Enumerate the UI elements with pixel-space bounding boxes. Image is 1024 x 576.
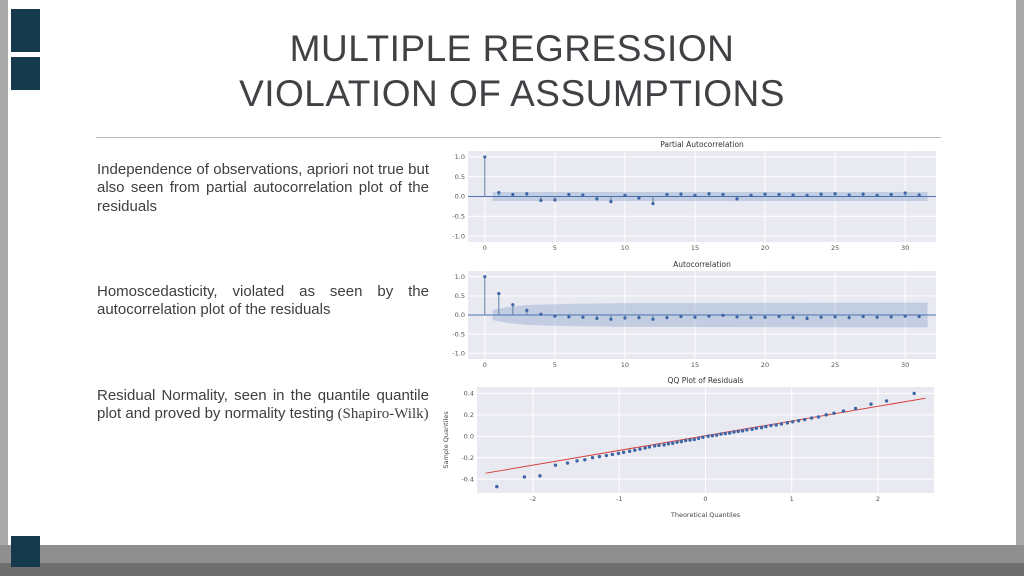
accent-square-top-upper: [11, 9, 40, 52]
svg-text:Theoretical Quantiles: Theoretical Quantiles: [670, 511, 741, 519]
svg-text:5: 5: [553, 244, 557, 252]
svg-text:10: 10: [621, 244, 629, 252]
bullet-independence: Independence of observations, apriori no…: [97, 161, 429, 215]
svg-text:20: 20: [761, 244, 769, 252]
svg-text:20: 20: [761, 361, 769, 369]
svg-text:-0.4: -0.4: [461, 475, 474, 483]
accent-square-top-lower: [11, 57, 40, 90]
svg-text:1.0: 1.0: [455, 273, 465, 281]
bottom-bar: [0, 545, 1024, 563]
slide-canvas: MULTIPLE REGRESSION VIOLATION OF ASSUMPT…: [8, 0, 1016, 545]
accent-square-bottom: [11, 536, 40, 567]
svg-text:0.0: 0.0: [464, 432, 474, 440]
svg-text:15: 15: [691, 244, 699, 252]
title-divider: [96, 137, 941, 138]
svg-text:5: 5: [553, 361, 557, 369]
svg-text:-1.0: -1.0: [452, 232, 465, 240]
autocorrelation-chart: 0 5 10 15 20 25 30 -1.0 -0.5 0.0 0.5 1.0 Autocorrela…: [440, 258, 942, 372]
svg-text:0: 0: [483, 244, 487, 252]
svg-text:25: 25: [831, 361, 839, 369]
svg-text:0.5: 0.5: [455, 173, 465, 181]
svg-text:Autocorrelation: Autocorrelation: [673, 260, 731, 269]
svg-text:2: 2: [876, 495, 880, 503]
svg-text:0.5: 0.5: [455, 292, 465, 300]
bullet-normality: Residual Normality, seen in the quantile…: [97, 387, 429, 424]
bullet-normality-test-name: (Shapiro-Wilk): [333, 406, 429, 423]
slide-title-line2: VIOLATION OF ASSUMPTIONS: [239, 73, 785, 115]
bullet-normality-text: Residual Normality, seen in the quantile…: [97, 387, 429, 423]
svg-text:-1.0: -1.0: [452, 349, 465, 357]
svg-text:-0.2: -0.2: [461, 454, 474, 462]
svg-text:0.0: 0.0: [455, 193, 465, 201]
bullet-homoscedasticity: Homoscedasticity, violated as seen by th…: [97, 283, 429, 319]
svg-text:1.0: 1.0: [455, 153, 465, 161]
svg-text:1: 1: [790, 495, 794, 503]
svg-text:0.2: 0.2: [464, 411, 474, 419]
svg-text:QQ Plot of Residuals: QQ Plot of Residuals: [668, 376, 744, 385]
svg-text:30: 30: [901, 244, 909, 252]
slide-title-line1: MULTIPLE REGRESSION: [289, 28, 735, 69]
bottom-status-strip: [0, 563, 1024, 576]
svg-text:-2: -2: [530, 495, 536, 503]
svg-text:-0.5: -0.5: [452, 212, 465, 220]
partial-autocorrelation-chart: 0 5 10 15 20 25 30 -1.0 -0.5 0.0 0.5 1.0 Partial Aut…: [440, 138, 942, 255]
svg-text:-1: -1: [616, 495, 622, 503]
svg-text:25: 25: [831, 244, 839, 252]
svg-text:0.0: 0.0: [455, 311, 465, 319]
svg-text:Sample Quantiles: Sample Quantiles: [442, 411, 450, 469]
svg-text:-0.5: -0.5: [452, 330, 465, 338]
svg-text:0.4: 0.4: [464, 390, 474, 398]
svg-text:0: 0: [703, 495, 707, 503]
slide-title: MULTIPLE REGRESSION VIOLATION OF ASSUMPT…: [8, 26, 1016, 116]
svg-text:10: 10: [621, 361, 629, 369]
svg-text:30: 30: [901, 361, 909, 369]
qq-plot-chart: -2 -1 0 1 2 -0.4 -0.2 0.0 0.2 0.4 QQ Plot of Resid…: [440, 374, 942, 520]
svg-text:0: 0: [483, 361, 487, 369]
svg-text:Partial Autocorrelation: Partial Autocorrelation: [660, 140, 744, 149]
svg-text:15: 15: [691, 361, 699, 369]
